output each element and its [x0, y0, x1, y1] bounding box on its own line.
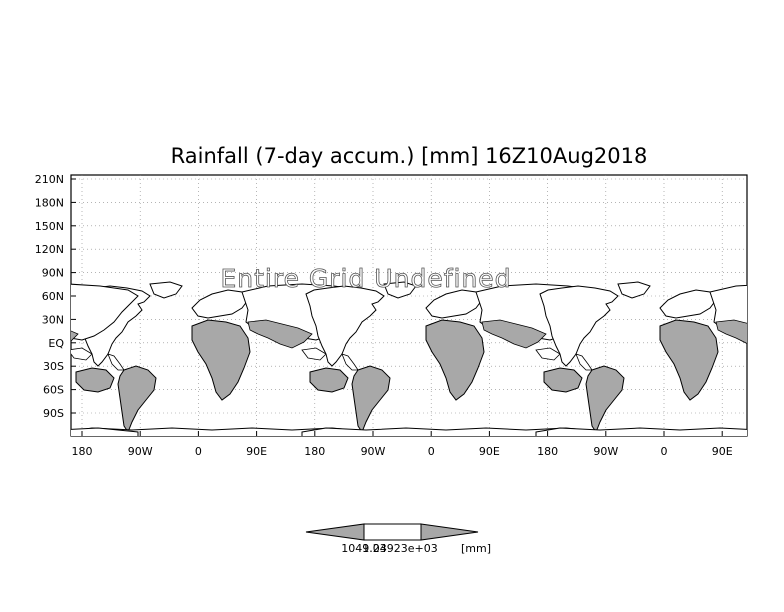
y-tick-label: 90N — [42, 267, 64, 280]
x-axis-ticks: 180 90W 0 90E 180 90W 0 90E 180 90W 0 90E — [72, 431, 733, 458]
x-tick-label: 0 — [661, 445, 668, 458]
x-tick-label: 90E — [479, 445, 500, 458]
x-tick-label: 90W — [361, 445, 386, 458]
map-title: Rainfall (7-day accum.) [mm] 16Z10Aug201… — [171, 144, 648, 168]
x-tick-label: 180 — [304, 445, 325, 458]
map-frame — [70, 174, 748, 437]
colorbar-unit: [mm] — [461, 542, 491, 555]
continent-outlines — [71, 281, 747, 436]
y-tick-label: EQ — [48, 337, 64, 350]
colorbar-box — [363, 523, 422, 541]
colorbar-right-triangle — [420, 523, 479, 541]
colorbar: 1049.23 1.04923e+03 [mm] — [305, 523, 491, 555]
y-axis-ticks: 210N 180N 150N 120N 90N 60N 30N EQ 30S 60S 90S — [35, 173, 76, 420]
colorbar-label-high: 1.04923e+03 — [362, 542, 437, 555]
colorbar-left-triangle — [305, 523, 365, 541]
x-tick-label: 90W — [128, 445, 153, 458]
y-tick-label: 30N — [42, 313, 64, 326]
undefined-grid-overlay: Entire Grid Undefined — [220, 264, 511, 293]
y-tick-label: 60N — [42, 290, 64, 303]
y-tick-label: 60S — [43, 384, 64, 397]
colorbar-label-low: 1049.23 — [341, 542, 387, 555]
x-tick-label: 90E — [246, 445, 267, 458]
y-tick-label: 120N — [35, 243, 64, 256]
y-tick-label: 30S — [43, 360, 64, 373]
x-tick-label: 90W — [593, 445, 618, 458]
y-tick-label: 180N — [35, 196, 64, 209]
x-tick-label: 180 — [537, 445, 558, 458]
y-tick-label: 90S — [43, 407, 64, 420]
x-tick-label: 0 — [428, 445, 435, 458]
x-tick-label: 0 — [195, 445, 202, 458]
x-tick-label: 180 — [72, 445, 93, 458]
y-tick-label: 210N — [35, 173, 64, 186]
x-tick-label: 90E — [712, 445, 733, 458]
y-tick-label: 150N — [35, 220, 64, 233]
gridlines — [71, 175, 747, 436]
